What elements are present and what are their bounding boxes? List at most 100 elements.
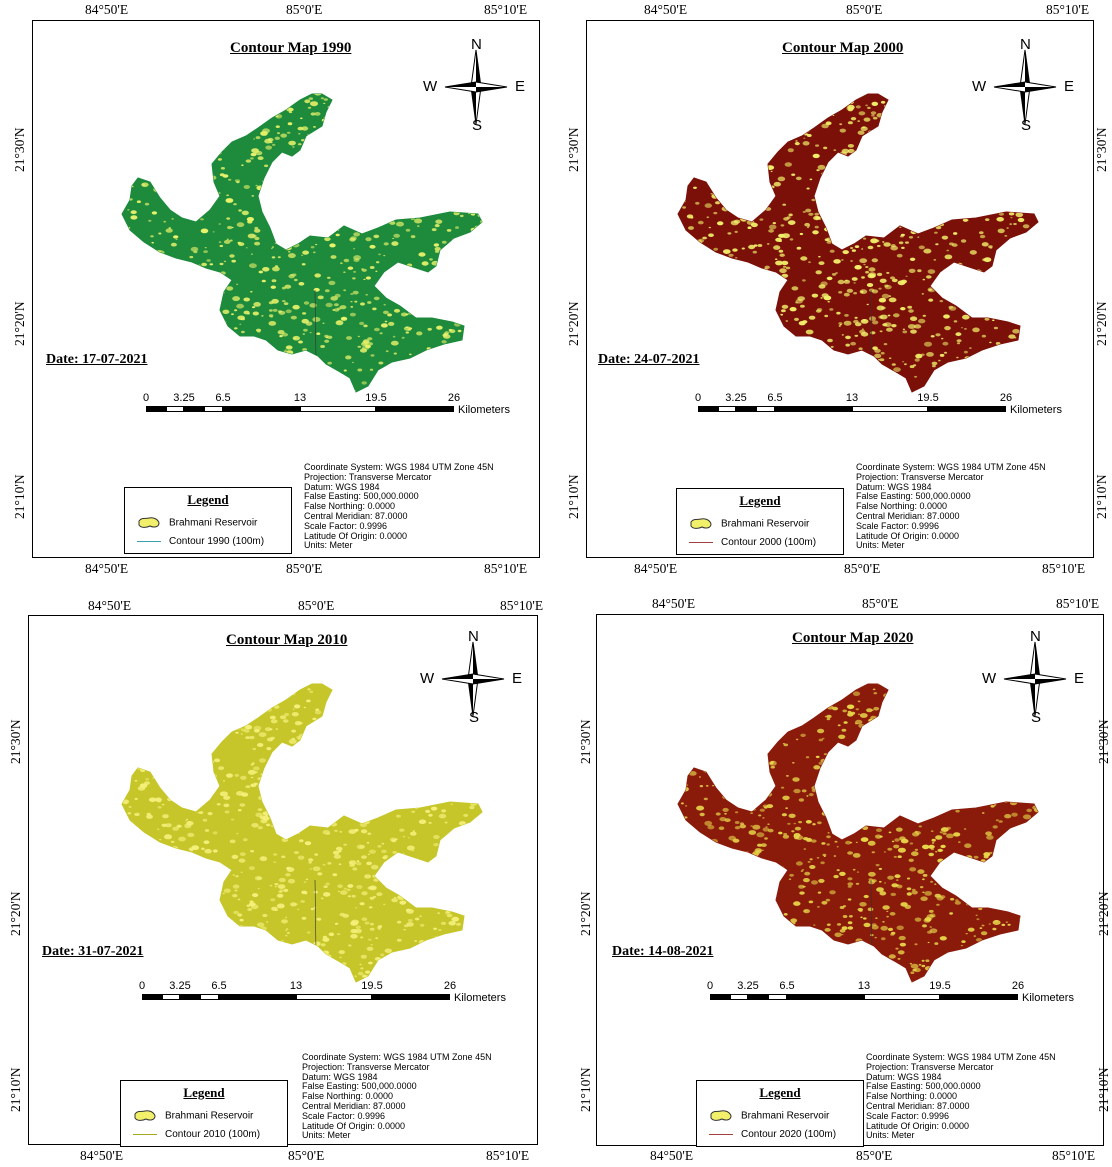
scale-segment: [748, 994, 768, 1000]
scale-segment: [864, 994, 940, 1000]
coordinate-info-line: Central Meridian: 87.0000: [302, 1100, 406, 1111]
coordinate-info-line: False Easting: 500,000.0000: [304, 491, 419, 502]
scale-tick: 13: [289, 980, 303, 992]
compass-rose-icon: [441, 641, 505, 717]
bottom-lon-label-3: 85°10'E: [484, 561, 528, 576]
top-lon-label-3: 85°10'E: [484, 2, 528, 17]
coordinate-info-line: Central Meridian: 87.0000: [856, 510, 960, 521]
scale-tick: 26: [1011, 980, 1025, 992]
coordinate-info-line: False Easting: 500,000.0000: [866, 1081, 981, 1092]
legend-title: Legend: [759, 1085, 801, 1100]
coordinate-info-line: Latitude Of Origin: 0.0000: [856, 530, 960, 541]
scale-tick: 6.5: [215, 392, 231, 404]
compass-s-label: S: [469, 709, 480, 726]
legend-item-reservoir: Brahmani Reservoir: [689, 517, 809, 531]
top-lon-label-1: 84°50'E: [644, 2, 688, 17]
scale-segment: [180, 994, 200, 1000]
coordinate-info-line: False Northing: 0.0000: [856, 501, 948, 512]
compass-n-label: N: [1030, 628, 1041, 645]
compass-n-label: N: [1020, 36, 1031, 53]
reservoir-swatch-icon: [134, 1110, 156, 1121]
bottom-lon-label-3: 85°10'E: [486, 1148, 530, 1163]
reservoir-swatch-icon: [710, 1110, 732, 1121]
coordinate-info-line: Units: Meter: [856, 540, 905, 551]
scale-segment: [146, 406, 166, 412]
top-lon-label-3: 85°10'E: [500, 598, 544, 613]
scale-segment: [223, 406, 300, 412]
scale-segment: [718, 406, 736, 412]
coordinate-info-line: Scale Factor: 0.9996: [302, 1110, 386, 1121]
scale-segment: [166, 406, 184, 412]
coordinate-info-line: False Northing: 0.0000: [302, 1091, 394, 1102]
legend-title: Legend: [183, 1085, 225, 1100]
bottom-lon-label-3: 85°10'E: [1052, 1148, 1096, 1163]
bottom-lon-label-2: 85°0'E: [288, 1148, 325, 1163]
map-panel-2010: 84°50'E 85°0'E 85°10'E 21°30'N 21°20'N 2…: [0, 590, 556, 1167]
reservoir-map: [677, 683, 1039, 983]
scale-bar: 0 3.25 6.5 13 19.5 26 Kilometers: [694, 392, 1078, 426]
map-date: Date: 31-07-2021: [42, 944, 144, 959]
legend-item-contour: Contour 2020 (100m): [709, 1129, 836, 1140]
north-arrow: N S W E: [972, 36, 1074, 134]
scale-segment: [219, 994, 296, 1000]
legend-box: Legend Brahmani Reservoir Contour 2000 (10…: [676, 488, 844, 555]
coordinate-info-line: Latitude Of Origin: 0.0000: [866, 1120, 970, 1131]
scale-segment: [775, 406, 852, 412]
reservoir-map: [677, 93, 1039, 393]
top-lon-label-2: 85°0'E: [286, 2, 323, 17]
legend-box: Legend Brahmani Reservoir Contour 2020 (10…: [696, 1080, 864, 1147]
legend-box: Legend Brahmani Reservoir Contour 1990 (10…: [124, 487, 292, 554]
compass-w-label: W: [982, 670, 997, 687]
map-date: Date: 17-07-2021: [46, 352, 148, 367]
scale-segment: [787, 994, 864, 1000]
compass-w-label: W: [972, 78, 987, 95]
scale-segment: [730, 994, 748, 1000]
contour-line: [870, 289, 873, 363]
map-panel-2000: 84°50'E 85°0'E 85°10'E 21°30'N 21°20'N 2…: [556, 0, 1112, 583]
compass-s-label: S: [472, 117, 483, 134]
map-date: Date: 14-08-2021: [612, 944, 714, 959]
coordinate-info-line: Scale Factor: 0.9996: [856, 520, 940, 531]
scale-segment: [300, 406, 376, 412]
scale-tick: 19.5: [917, 392, 939, 404]
scale-unit: Kilometers: [458, 404, 510, 416]
compass-e-label: E: [1074, 670, 1085, 687]
contour-swatch-icon: [137, 540, 161, 542]
legend-box: Legend Brahmani Reservoir Contour 2010 (10…: [120, 1080, 288, 1147]
legend-item-contour: Contour 2010 (100m): [133, 1129, 260, 1140]
map-date: Date: 24-07-2021: [598, 352, 700, 367]
scale-tick: 0: [694, 392, 702, 404]
coordinate-info-line: Projection: Transverse Mercator: [856, 471, 984, 482]
coordinate-info-line: Coordinate System: WGS 1984 UTM Zone 45N: [856, 462, 1046, 472]
scale-tick: 3.25: [173, 392, 195, 404]
coordinate-info-line: Scale Factor: 0.9996: [866, 1110, 950, 1121]
scale-tick: 3.25: [737, 980, 759, 992]
top-lon-label-2: 85°0'E: [846, 2, 883, 17]
reservoir-area: [121, 93, 483, 393]
coordinate-info-line: False Northing: 0.0000: [866, 1091, 958, 1102]
scale-segment: [200, 994, 219, 1000]
reservoir-swatch-icon: [138, 517, 160, 528]
map-title: Contour Map 2020: [792, 630, 914, 646]
compass-e-label: E: [512, 670, 523, 687]
compass-rose-icon: [444, 49, 508, 125]
top-lon-label-2: 85°0'E: [862, 596, 899, 611]
scale-tick: 26: [443, 980, 457, 992]
scale-tick: 26: [999, 392, 1013, 404]
scale-segment: [698, 406, 718, 412]
scale-tick: 19.5: [929, 980, 951, 992]
coordinate-info-line: Datum: WGS 1984: [856, 481, 932, 492]
scale-bar: 0 3.25 6.5 13 19.5 26 Kilometers: [706, 980, 1090, 1014]
scale-tick: 3.25: [169, 980, 191, 992]
reservoir-area: [677, 683, 1039, 983]
scale-unit: Kilometers: [1010, 404, 1062, 416]
coordinate-info-line: Units: Meter: [304, 540, 353, 551]
coordinate-info: Coordinate System: WGS 1984 UTM Zone 45N…: [304, 462, 494, 551]
compass-w-label: W: [420, 670, 435, 687]
legend-title: Legend: [187, 492, 229, 507]
scale-tick: 0: [706, 980, 714, 992]
scale-segment: [736, 406, 756, 412]
scale-tick: 6.5: [211, 980, 227, 992]
contour-line: [314, 879, 317, 953]
contour-swatch-icon: [133, 1133, 157, 1135]
